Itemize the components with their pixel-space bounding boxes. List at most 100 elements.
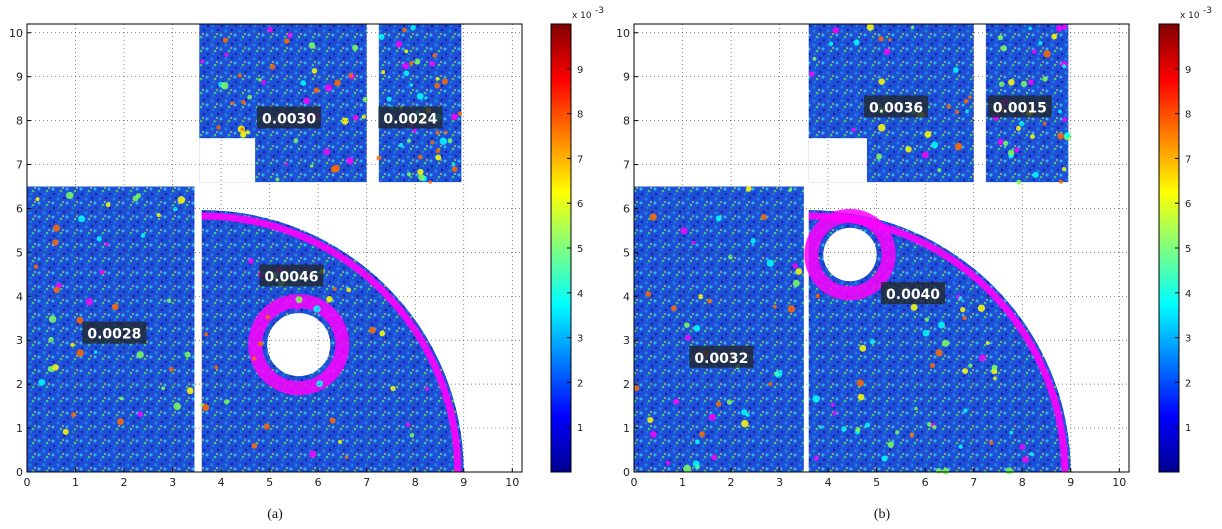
accent-dot [204,332,209,337]
colorbar-tick-label: 1 [1185,423,1191,434]
accent-dot [1058,179,1064,184]
accent-dot [671,305,677,312]
x-tick-label: 10 [1112,476,1126,489]
accent-dot [76,349,84,357]
accent-dot [946,104,951,109]
accent-dot [376,155,382,161]
accent-dot [942,339,950,347]
value-label: 0.0024 [383,111,437,127]
accent-dot [395,40,402,48]
accent-dot [993,376,997,381]
colorbar-tick-label: 3 [1185,334,1191,345]
y-tick-label: 1 [623,422,630,435]
accent-dot [962,368,969,374]
accent-dot [435,77,440,81]
accent-dot [1057,132,1065,140]
accent-dot [33,264,39,269]
accent-dot [117,418,124,426]
colorbar-tick-label: 7 [577,154,583,165]
accent-dot [137,411,144,417]
x-tick-label: 9 [1067,476,1074,489]
accent-dot [409,83,414,87]
accent-dot [96,236,102,242]
accent-dot [435,148,441,154]
x-tick-label: 6 [315,476,322,489]
colorbar-tick-label: 2 [577,378,583,389]
accent-dot [699,431,706,438]
y-tick-label: 0 [623,466,630,479]
hole [267,313,331,377]
accent-dot [76,316,84,324]
accent-dot [381,70,386,75]
region-rim [201,212,462,473]
accent-dot [877,123,886,132]
accent-dot [168,367,174,372]
accent-dots [33,25,463,459]
accent-dot [429,60,436,67]
accent-dot [921,151,929,159]
accent-dot [293,138,299,144]
accent-dot [457,111,463,116]
accent-dot [324,84,333,92]
accent-dot [788,188,793,192]
accent-dot [887,441,895,449]
accent-dot [977,304,986,312]
accent-dot [403,70,410,77]
accent-dot [161,386,166,391]
x-tick-label: 8 [412,476,419,489]
accent-dot [855,426,861,432]
accent-dot [379,330,386,337]
accent-dot [888,38,892,42]
x-tick-label: 0 [24,476,31,489]
value-label-box [987,95,1052,118]
accent-dot [119,396,124,401]
accent-dot [352,44,359,51]
accent-dot [240,131,247,138]
panel-caption: (b) [874,507,891,522]
colorbar-tick-label: 4 [577,289,583,300]
accent-dot [693,325,701,332]
accent-dot [352,114,359,121]
accent-dot [750,238,756,244]
x-tick-label: 6 [922,476,929,489]
accent-dot [251,442,258,449]
accent-dot [105,202,111,208]
accent-dot [924,131,932,138]
accent-dot [407,138,411,143]
accent-dot [715,215,722,222]
x-tick-label: 9 [460,476,467,489]
accent-dot [692,460,700,468]
accent-dot [795,268,803,275]
accent-dot [633,385,640,392]
accent-dot [924,317,929,322]
accent-dot [869,338,875,345]
accent-dot [741,409,748,416]
accent-dot [337,439,342,444]
accent-dot [792,279,800,287]
y-tick-label: 7 [623,159,630,172]
accent-dot [927,421,932,427]
value-label-box [257,106,322,129]
value-label: 0.0046 [264,270,318,286]
x-tick-label: 5 [266,476,273,489]
accent-dot [647,416,654,424]
accent-dot [417,154,423,160]
accent-dot [224,52,229,57]
value-label-box [689,345,754,368]
accent-dot [326,295,333,303]
accent-dot [202,403,210,412]
accent-dot [997,35,1004,41]
accent-dot [99,269,105,275]
accent-dot [416,92,424,100]
accent-dot [910,25,915,30]
accent-dot [410,25,417,31]
accent-dot [760,214,767,221]
colorbar-tick-label: 6 [1185,199,1191,210]
accent-dot [741,419,749,428]
accent-dot [910,303,918,311]
accent-dot [136,351,144,359]
accent-dot [1042,76,1048,82]
accent-dot [62,428,69,435]
accent-dot [428,180,433,184]
